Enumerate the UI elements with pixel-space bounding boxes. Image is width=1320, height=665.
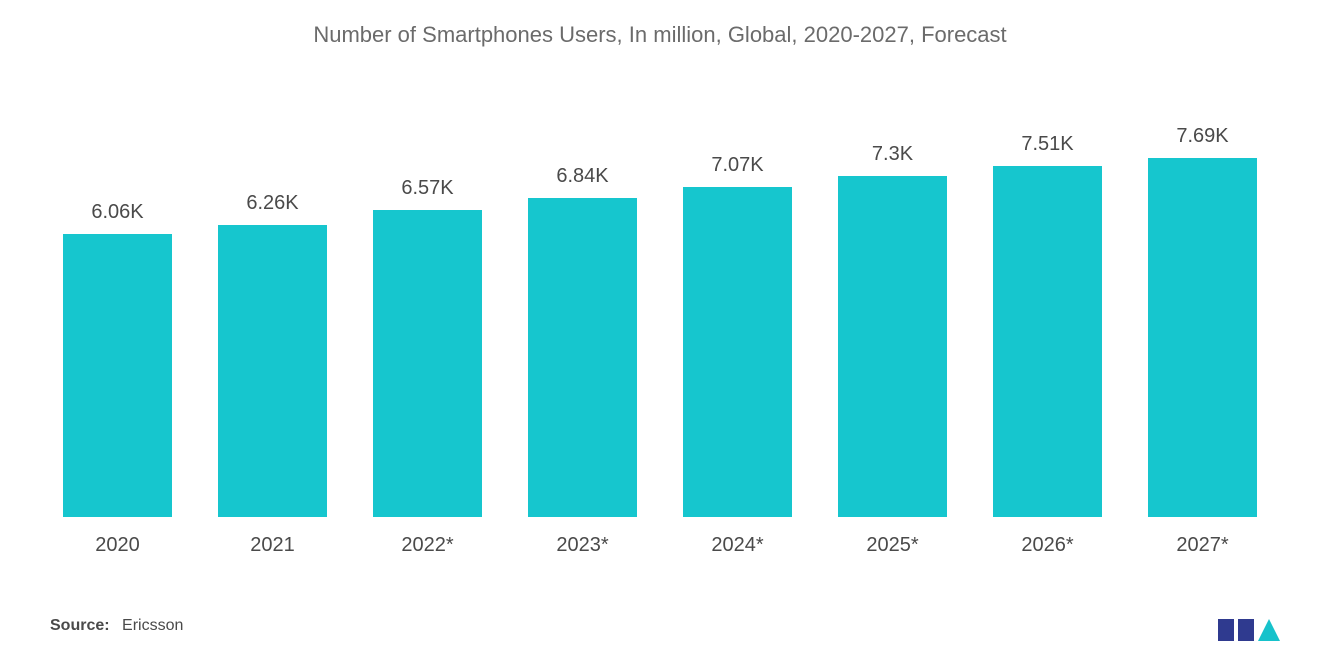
bar xyxy=(683,187,792,517)
bar-slot: 6.06K xyxy=(40,100,195,517)
bars-group: 6.06K 6.26K 6.57K 6.84K 7.07K 7.3K 7.51K 7.69K xyxy=(40,100,1280,517)
bar-value-label: 7.3K xyxy=(872,143,913,166)
bar-value-label: 6.57K xyxy=(401,177,453,200)
bar-slot: 7.3K xyxy=(815,100,970,517)
source-value: Ericsson xyxy=(122,617,183,634)
bar-slot: 6.84K xyxy=(505,100,660,517)
x-axis-labels: 202020212022*2023*2024*2025*2026*2027* xyxy=(40,534,1280,557)
mordor-logo-icon xyxy=(1218,619,1280,641)
bar-slot: 7.51K xyxy=(970,100,1125,517)
bar xyxy=(838,176,947,517)
bar-slot: 7.07K xyxy=(660,100,815,517)
bar-value-label: 7.69K xyxy=(1176,125,1228,148)
x-axis-label: 2021 xyxy=(195,534,350,557)
chart-container: Number of Smartphones Users, In million,… xyxy=(0,0,1320,665)
x-axis-label: 2022* xyxy=(350,534,505,557)
bar xyxy=(218,225,327,517)
bar-slot: 6.26K xyxy=(195,100,350,517)
bar-slot: 6.57K xyxy=(350,100,505,517)
bar-slot: 7.69K xyxy=(1125,100,1280,517)
x-axis-label: 2020 xyxy=(40,534,195,557)
logo-triangle xyxy=(1258,619,1280,641)
x-axis-label: 2027* xyxy=(1125,534,1280,557)
bar xyxy=(993,166,1102,517)
plot-area: 6.06K 6.26K 6.57K 6.84K 7.07K 7.3K 7.51K 7.69K xyxy=(40,100,1280,517)
chart-title: Number of Smartphones Users, In million,… xyxy=(0,22,1320,48)
bar xyxy=(373,210,482,517)
logo-square-1 xyxy=(1218,619,1234,641)
logo-square-2 xyxy=(1238,619,1254,641)
x-axis-label: 2024* xyxy=(660,534,815,557)
bar-value-label: 6.06K xyxy=(91,201,143,224)
bar xyxy=(528,198,637,517)
bar-value-label: 7.51K xyxy=(1021,133,1073,156)
x-axis-label: 2023* xyxy=(505,534,660,557)
source-label: Source: xyxy=(50,617,110,634)
bar-value-label: 6.26K xyxy=(246,192,298,215)
source-attribution: Source: Ericsson xyxy=(50,617,183,635)
bar-value-label: 7.07K xyxy=(711,154,763,177)
x-axis-label: 2025* xyxy=(815,534,970,557)
x-axis-label: 2026* xyxy=(970,534,1125,557)
bar xyxy=(63,234,172,517)
bar-value-label: 6.84K xyxy=(556,165,608,188)
bar xyxy=(1148,158,1257,517)
